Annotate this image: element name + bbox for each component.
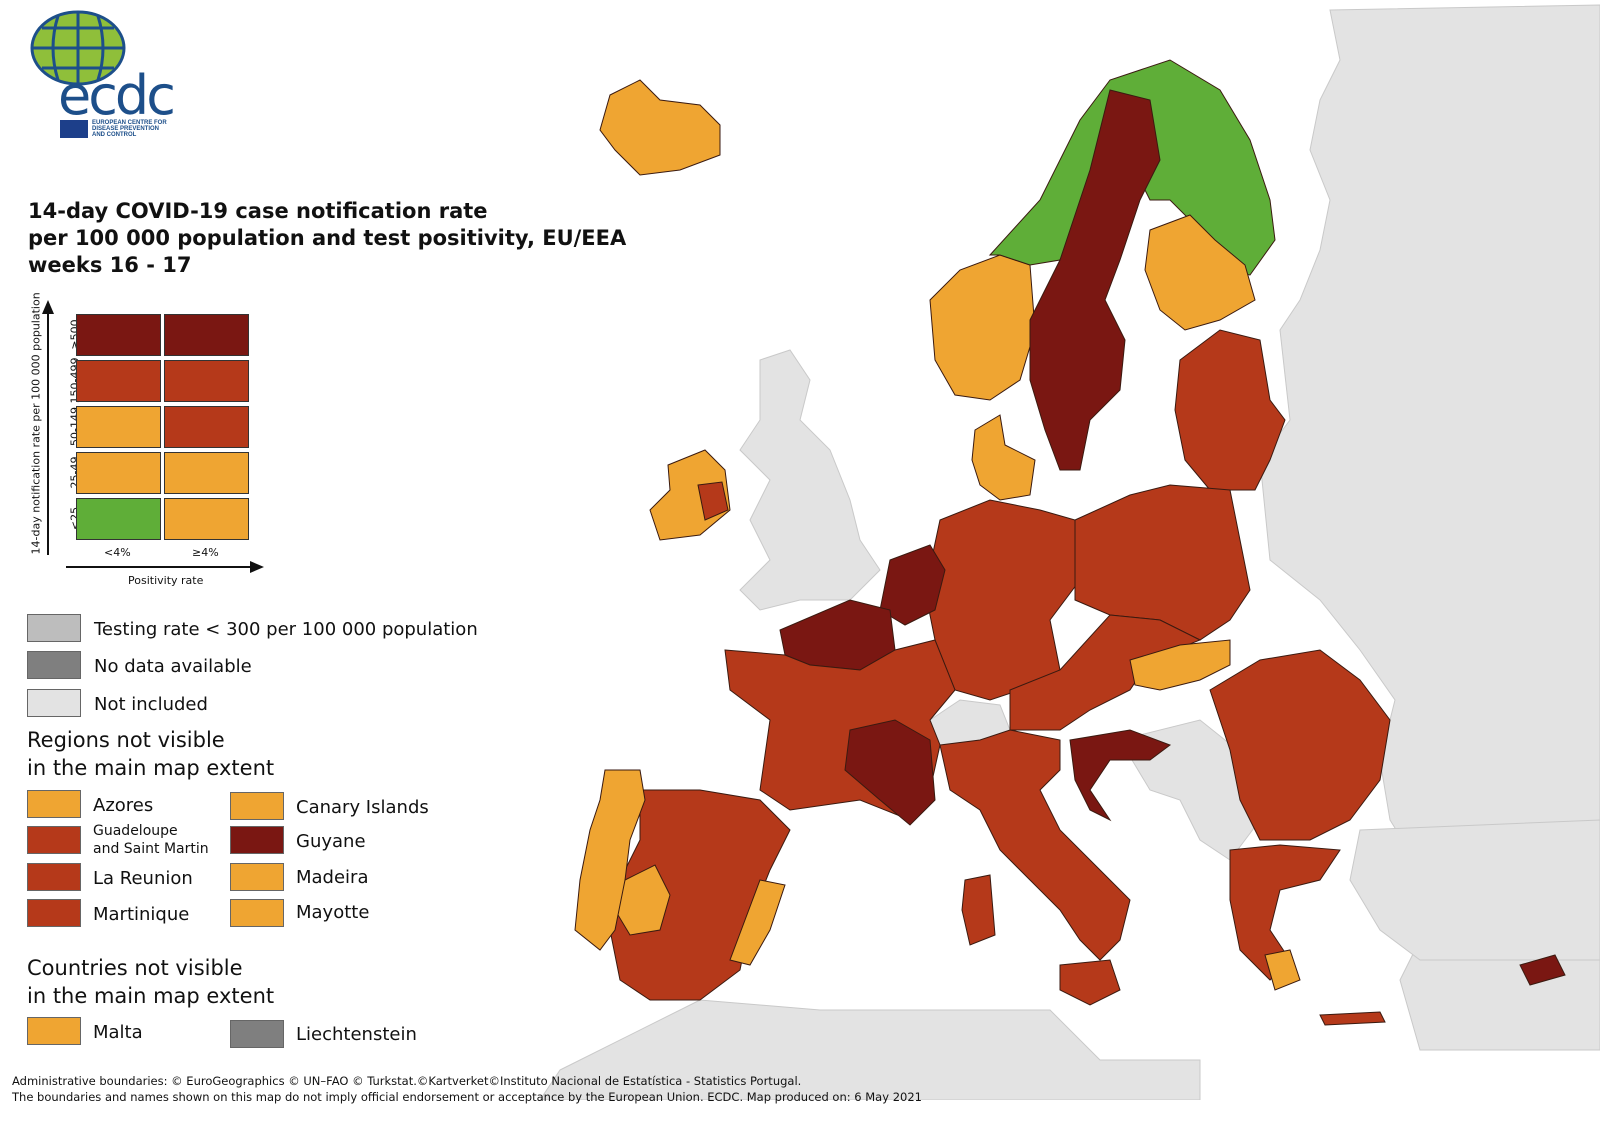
matrix-cell: [76, 314, 161, 356]
matrix-cell: [76, 498, 161, 540]
matrix-cell: [76, 452, 161, 494]
region-label-guadeloupe: Guadeloupe and Saint Martin: [93, 823, 209, 857]
region-crete: [1319, 1011, 1386, 1026]
region-norway: [929, 254, 1036, 401]
region-croatia: [1069, 729, 1172, 822]
x-axis-label: Positivity rate: [128, 574, 204, 587]
legend-label: No data available: [94, 656, 252, 677]
region-sicily: [1059, 959, 1121, 1006]
regions-heading: Regions not visible in the main map exte…: [27, 728, 275, 780]
region-finland: [1144, 214, 1256, 331]
col-label: ≥4%: [192, 546, 219, 559]
region-sardinia: [961, 874, 996, 946]
legend-swatch-not-included: [27, 689, 81, 717]
region-label-reunion: La Reunion: [93, 868, 193, 889]
legend-swatch-nodata: [27, 651, 81, 679]
region-poland: [1074, 484, 1251, 641]
region-peloponnese: [1264, 949, 1301, 991]
swatch-canary: [230, 792, 284, 820]
swatch-azores: [27, 790, 81, 818]
region-sweden: [1029, 89, 1161, 471]
region-label-guyane: Guyane: [296, 831, 366, 852]
region-ireland-east: [697, 481, 729, 521]
region-label-canary: Canary Islands: [296, 797, 429, 818]
legend-label: Not included: [94, 694, 208, 715]
region-portugal: [574, 769, 646, 951]
matrix-cell: [76, 360, 161, 402]
region-france-southeast: [844, 719, 936, 826]
region-romania-bulgaria: [1209, 649, 1391, 841]
matrix-cell: [164, 360, 249, 402]
legend-label: Testing rate < 300 per 100 000 populatio…: [94, 619, 478, 640]
ecdc-wordmark: ecdc: [58, 64, 176, 127]
europe-choropleth-map: [539, 4, 1600, 1100]
swatch-guyane: [230, 826, 284, 854]
logo-subtitle: EUROPEAN CENTRE FOR DISEASE PREVENTION A…: [92, 120, 167, 138]
y-axis-label: 14-day notification rate per 100 000 pop…: [29, 292, 43, 555]
region-baltics: [1174, 329, 1286, 491]
matrix-cell: [164, 314, 249, 356]
ecdc-logo: ecdc EUROPEAN CENTRE FOR DISEASE PREVENT…: [28, 8, 188, 138]
col-label: <4%: [104, 546, 131, 559]
footer-disclaimer: The boundaries and names shown on this m…: [12, 1090, 922, 1104]
country-label-liechtenstein: Liechtenstein: [296, 1024, 417, 1045]
region-label-azores: Azores: [93, 795, 154, 816]
swatch-malta: [27, 1017, 81, 1045]
region-label-martinique: Martinique: [93, 904, 190, 925]
country-label-malta: Malta: [93, 1022, 143, 1043]
region-cyprus: [1519, 954, 1566, 986]
matrix-legend: 14-day notification rate per 100 000 pop…: [20, 292, 280, 600]
swatch-martinique: [27, 899, 81, 927]
countries-heading: Countries not visible in the main map ex…: [27, 956, 275, 1008]
region-label-mayotte: Mayotte: [296, 902, 370, 923]
footer-attribution: Administrative boundaries: © EuroGeograp…: [12, 1074, 802, 1088]
matrix-cell: [76, 406, 161, 448]
matrix-cell: [164, 498, 249, 540]
map-title: 14-day COVID-19 case notification rate p…: [28, 199, 627, 277]
region-denmark: [971, 414, 1036, 501]
swatch-madeira: [230, 863, 284, 891]
swatch-guadeloupe: [27, 826, 81, 854]
swatch-reunion: [27, 863, 81, 891]
eu-regions: [574, 59, 1566, 1026]
y-axis-arrow: [42, 300, 54, 555]
swatch-mayotte: [230, 899, 284, 927]
globe-icon: [30, 10, 126, 86]
region-germany: [924, 499, 1081, 701]
region-greece: [1229, 844, 1341, 981]
region-hungary: [1129, 639, 1231, 691]
region-iceland: [599, 79, 721, 176]
eu-flag-icon: [60, 120, 88, 138]
swatch-liechtenstein: [230, 1020, 284, 1048]
region-italy: [939, 729, 1131, 961]
region-label-madeira: Madeira: [296, 867, 369, 888]
legend-swatch-testing: [27, 614, 81, 642]
region-spain-valencia: [729, 879, 786, 966]
matrix-cell: [164, 452, 249, 494]
x-axis-arrow: [66, 561, 264, 573]
matrix-cell: [164, 406, 249, 448]
